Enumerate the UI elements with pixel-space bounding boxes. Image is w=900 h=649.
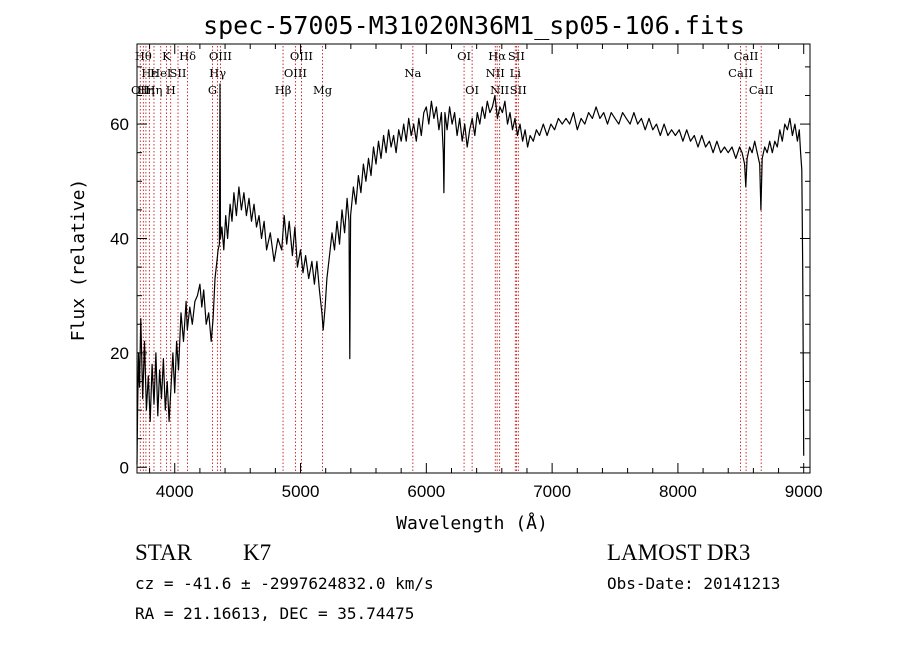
obs-date: Obs-Date: 20141213 bbox=[607, 574, 780, 593]
x-tick-label: 6000 bbox=[407, 482, 445, 501]
spectral-line-label: Hη bbox=[137, 83, 154, 97]
spectral-line-label: K bbox=[162, 49, 171, 63]
spectral-line-label: Li bbox=[510, 66, 522, 80]
spectral-line-label: CaII bbox=[749, 83, 774, 97]
redshift-line: cz = -41.6 ± -2997624832.0 km/s bbox=[135, 574, 434, 593]
coordinates-line: RA = 21.16613, DEC = 35.74475 bbox=[135, 604, 414, 623]
spectral-line-label: Hα bbox=[488, 49, 506, 63]
y-axis-label: Flux (relative) bbox=[68, 179, 89, 342]
x-axis-ticks: 4000 5000 6000 7000 8000 9000 bbox=[149, 44, 823, 501]
subclass: K7 bbox=[243, 540, 271, 565]
spectral-line-label: OIII bbox=[209, 49, 232, 63]
spectrum-line bbox=[136, 83, 805, 465]
spectral-line-label: Hγ bbox=[209, 66, 226, 80]
x-tick-label: 9000 bbox=[785, 482, 823, 501]
y-tick-label: 20 bbox=[110, 344, 129, 363]
x-tick-label: 4000 bbox=[156, 482, 194, 501]
x-tick-label: 8000 bbox=[659, 482, 697, 501]
spectral-line-label: H bbox=[166, 83, 176, 97]
spectral-lines bbox=[139, 46, 762, 473]
spectral-line-label: CaII bbox=[728, 66, 753, 80]
y-tick-label: 40 bbox=[110, 229, 129, 248]
spectral-line-label: Hθ bbox=[135, 49, 152, 63]
spectral-line-label: OII bbox=[131, 83, 150, 97]
spectral-line-label: OIII bbox=[284, 66, 307, 80]
spectral-line-label: OI bbox=[465, 83, 479, 97]
spectral-line-label: Na bbox=[404, 66, 421, 80]
object-class: STAR bbox=[135, 540, 193, 565]
plot-frame bbox=[136, 43, 811, 474]
spectral-line-label: G bbox=[208, 83, 217, 97]
spectral-line-label: Hβ bbox=[275, 83, 292, 97]
survey-name: LAMOST DR3 bbox=[607, 540, 750, 565]
spectral-line-label: SII bbox=[508, 49, 525, 63]
spectral-line-label: OIII bbox=[290, 49, 313, 63]
x-tick-label: 7000 bbox=[533, 482, 571, 501]
chart-title: spec-57005-M31020N36M1_sp05-106.fits bbox=[203, 11, 745, 40]
x-axis-label: Wavelength (Å) bbox=[396, 512, 548, 534]
spectral-line-label: Mg bbox=[313, 83, 333, 97]
spectral-line-label: NII bbox=[486, 66, 505, 80]
spectral-line-label: Hε bbox=[141, 66, 157, 80]
y-tick-label: 60 bbox=[110, 115, 129, 134]
spectral-line-label: CaII bbox=[734, 49, 759, 63]
spectral-line-label: SII bbox=[510, 83, 527, 97]
spectral-line-label: Hδ bbox=[179, 49, 196, 63]
y-tick-label: 0 bbox=[120, 458, 129, 477]
y-axis-ticks: 0 20 40 60 bbox=[110, 66, 810, 477]
spectral-line-labels: OII Hθ Hη Hε Hη HeI K H SII Hδ G Hγ OIII Hβ OIII OIII Mg… bbox=[131, 49, 774, 97]
spectral-line-label: Hη bbox=[146, 83, 163, 97]
spectral-line-label: HeI bbox=[150, 66, 171, 80]
spectral-line-label: SII bbox=[170, 66, 187, 80]
x-tick-label: 5000 bbox=[282, 482, 320, 501]
spectral-line-label: NII bbox=[490, 83, 509, 97]
spectral-line-label: OI bbox=[457, 49, 471, 63]
